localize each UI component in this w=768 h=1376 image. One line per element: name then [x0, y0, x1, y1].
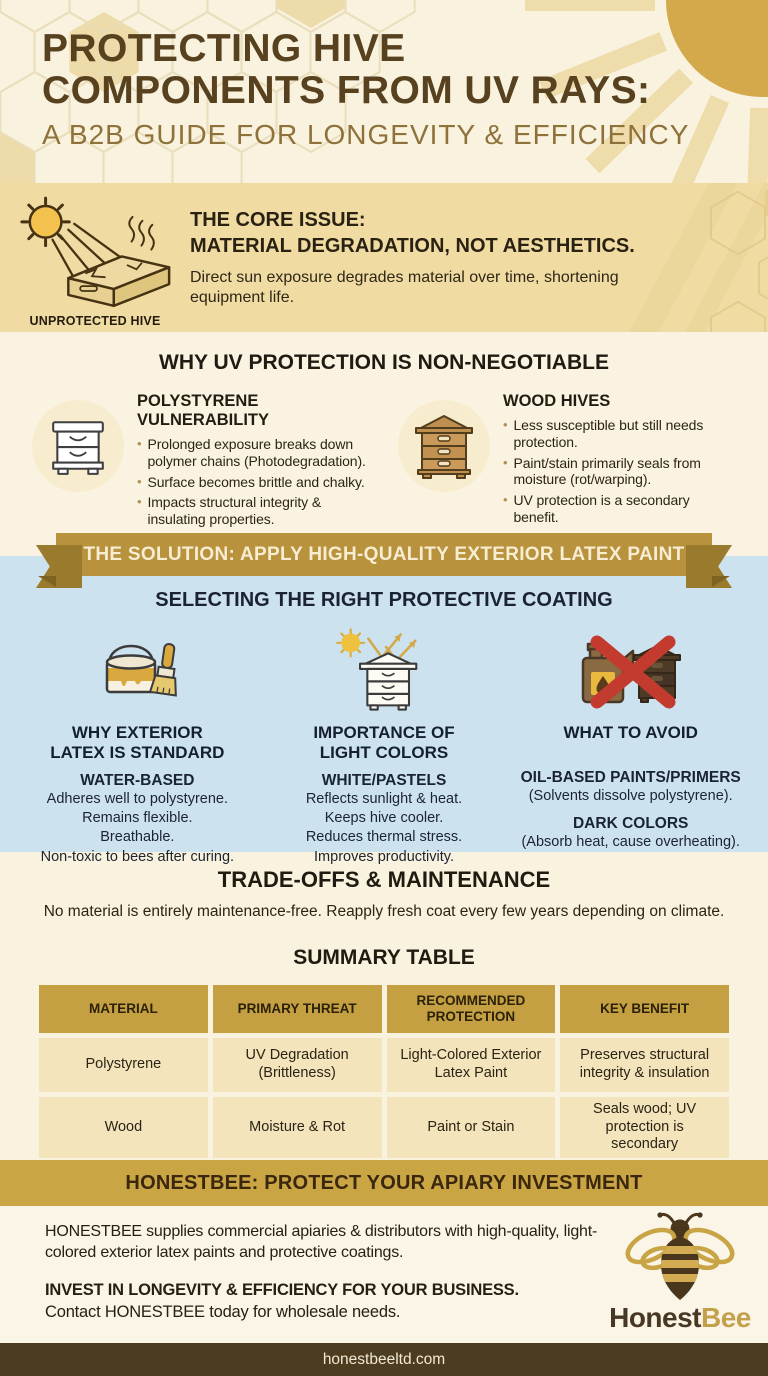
paint-bucket-brush-icon [14, 620, 261, 714]
footer-url: honestbeeltd.com [322, 1350, 446, 1368]
ribbon-tail-right [686, 545, 732, 588]
core-issue-heading-line1: THE CORE ISSUE: [190, 208, 366, 231]
polystyrene-bullet: Impacts structural integrity & insulatin… [137, 494, 370, 528]
summary-table: MATERIAL PRIMARY THREAT RECOMMENDED PROT… [34, 980, 734, 1163]
wordmark-bee: Bee [701, 1302, 751, 1333]
light-colors-column: IMPORTANCE OF LIGHT COLORS WHITE/PASTELS… [261, 620, 508, 867]
latex-line: Adheres well to polystyrene. [46, 790, 228, 807]
core-issue-text: THE CORE ISSUE: MATERIAL DEGRADATION, NO… [190, 207, 768, 309]
table-cell: Wood [39, 1097, 208, 1159]
polystyrene-bullet: Surface becomes brittle and chalky. [137, 474, 370, 491]
tradeoffs-heading: TRADE-OFFS & MAINTENANCE [217, 867, 551, 892]
avoid-item-note: (Absorb heat, cause overheating). [521, 834, 740, 851]
wood-hives-bullet: Paint/stain primarily seals from moistur… [503, 455, 736, 489]
wood-hives-bullet: UV protection is a secondary benefit. [503, 492, 736, 526]
page-title-line1: PROTECTING HIVE [42, 27, 406, 70]
avoid-item-label: DARK COLORS [572, 815, 689, 833]
polystyrene-hive-icon [32, 400, 124, 492]
summary-table-heading: SUMMARY TABLE [293, 946, 475, 969]
avoid-column: WHAT TO AVOID OIL-BASED PAINTS/PRIMERS (… [507, 620, 754, 867]
unprotected-hive-figure: UNPROTECTED HIVE [0, 188, 190, 328]
table-cell: Preserves structural integrity & insulat… [560, 1038, 729, 1092]
latex-line: Non-toxic to bees after curing. [40, 848, 235, 865]
table-header-cell: RECOMMENDED PROTECTION [386, 985, 556, 1033]
light-colors-line: Reduces thermal stress. [305, 829, 463, 846]
latex-line: Breathable. [100, 829, 175, 846]
honestbee-logo: HonestBee [600, 1210, 760, 1334]
why-uv-heading: WHY UV PROTECTION IS NON-NEGOTIABLE [159, 351, 609, 374]
wordmark-honest: Honest [609, 1302, 702, 1333]
table-header-row: MATERIAL PRIMARY THREAT RECOMMENDED PROT… [39, 985, 729, 1033]
cta-invest-line2: Contact HONESTBEE today for wholesale ne… [45, 1302, 401, 1321]
honestbee-logo-icon [625, 1212, 735, 1300]
wood-hives-column: WOOD HIVES Less susceptible but still ne… [398, 392, 736, 532]
avoid-oil-paint-icon [507, 620, 754, 714]
coating-section: THE SOLUTION: APPLY HIGH-QUALITY EXTERIO… [0, 533, 768, 865]
table-header-cell: KEY BENEFIT [560, 985, 729, 1033]
avoid-item-note: (Solvents dissolve polystyrene). [528, 788, 733, 805]
solution-ribbon-label: THE SOLUTION: APPLY HIGH-QUALITY EXTERIO… [83, 543, 685, 565]
header-text-block: PROTECTING HIVE COMPONENTS FROM UV RAYS:… [42, 27, 690, 151]
light-colors-line: Keeps hive cooler. [324, 810, 444, 827]
wood-hives-bullet: Less susceptible but still needs protect… [503, 417, 736, 451]
avoid-item-label: OIL-BASED PAINTS/PRIMERS [520, 769, 741, 787]
light-colors-subtitle: WHITE/PASTELS [321, 771, 447, 789]
ribbon-fold-right [712, 576, 730, 587]
cta-invest-line1: INVEST IN LONGEVITY & EFFICIENCY FOR YOU… [45, 1280, 519, 1299]
core-issue-body: Direct sun exposure degrades material ov… [190, 269, 619, 307]
unprotected-hive-label: UNPROTECTED HIVE [29, 313, 161, 328]
ribbon-tail-left [36, 545, 82, 588]
polystyrene-bullet: Prolonged exposure breaks down polymer c… [137, 436, 370, 470]
table-row: Wood Moisture & Rot Paint or Stain Seals… [39, 1097, 729, 1159]
tradeoffs-body: No material is entirely maintenance-free… [43, 903, 725, 920]
table-cell: UV Degradation (Brittleness) [212, 1038, 382, 1092]
polystyrene-title: POLYSTYRENE VULNERABILITY [137, 392, 269, 429]
tradeoffs-section: TRADE-OFFS & MAINTENANCE No material is … [0, 852, 768, 1160]
table-cell: Moisture & Rot [212, 1097, 382, 1159]
polystyrene-column: POLYSTYRENE VULNERABILITY Prolonged expo… [32, 392, 370, 532]
light-colors-line: Reflects sunlight & heat. [305, 790, 463, 807]
core-issue-heading-line2: MATERIAL DEGRADATION, NOT AESTHETICS. [190, 235, 635, 257]
unprotected-hive-sun-icon [20, 196, 171, 307]
solution-ribbon: THE SOLUTION: APPLY HIGH-QUALITY EXTERIO… [36, 533, 732, 588]
cta-banner: HONESTBEE: PROTECT YOUR APIARY INVESTMEN… [0, 1160, 768, 1206]
header-section: PROTECTING HIVE COMPONENTS FROM UV RAYS:… [0, 0, 768, 183]
latex-column: WHY EXTERIOR LATEX IS STANDARD WATER-BAS… [14, 620, 261, 867]
coating-heading: SELECTING THE RIGHT PROTECTIVE COATING [155, 589, 613, 611]
core-issue-section: UNPROTECTED HIVE THE CORE ISSUE: MATERIA… [0, 183, 768, 332]
light-colors-line: Improves productivity. [314, 848, 454, 865]
wood-hive-icon [398, 400, 490, 492]
table-cell: Paint or Stain [386, 1097, 556, 1159]
page-title-line2: COMPONENTS FROM UV RAYS: [42, 69, 651, 113]
table-header-cell: MATERIAL [39, 985, 208, 1033]
honestbee-wordmark: HonestBee [600, 1302, 760, 1334]
ribbon-fold-left [38, 576, 56, 587]
avoid-title: WHAT TO AVOID [563, 723, 698, 742]
page-subtitle: A B2B GUIDE FOR LONGEVITY & EFFICIENCY [42, 119, 690, 151]
table-cell: Seals wood; UV protection is secondary [560, 1097, 729, 1159]
light-hive-reflection-icon [261, 620, 508, 714]
table-row: Polystyrene UV Degradation (Brittleness)… [39, 1038, 729, 1092]
latex-subtitle: WATER-BASED [80, 771, 195, 789]
latex-line: Remains flexible. [82, 810, 193, 827]
cta-section: HONESTBEE supplies commercial apiaries &… [0, 1206, 768, 1343]
cta-banner-label: HONESTBEE: PROTECT YOUR APIARY INVESTMEN… [125, 1171, 643, 1194]
cta-body: HONESTBEE supplies commercial apiaries &… [45, 1223, 598, 1261]
cta-text-block: HONESTBEE supplies commercial apiaries &… [45, 1222, 637, 1322]
wood-hives-title: WOOD HIVES [503, 392, 611, 410]
latex-title: WHY EXTERIOR LATEX IS STANDARD [50, 723, 225, 763]
table-cell: Polystyrene [39, 1038, 208, 1092]
table-cell: Light-Colored Exterior Latex Paint [386, 1038, 556, 1092]
table-header-cell: PRIMARY THREAT [212, 985, 382, 1033]
light-colors-title: IMPORTANCE OF LIGHT COLORS [313, 723, 455, 763]
footer-bar: honestbeeltd.com [0, 1343, 768, 1376]
why-uv-section: WHY UV PROTECTION IS NON-NEGOTIABLE [0, 332, 768, 556]
